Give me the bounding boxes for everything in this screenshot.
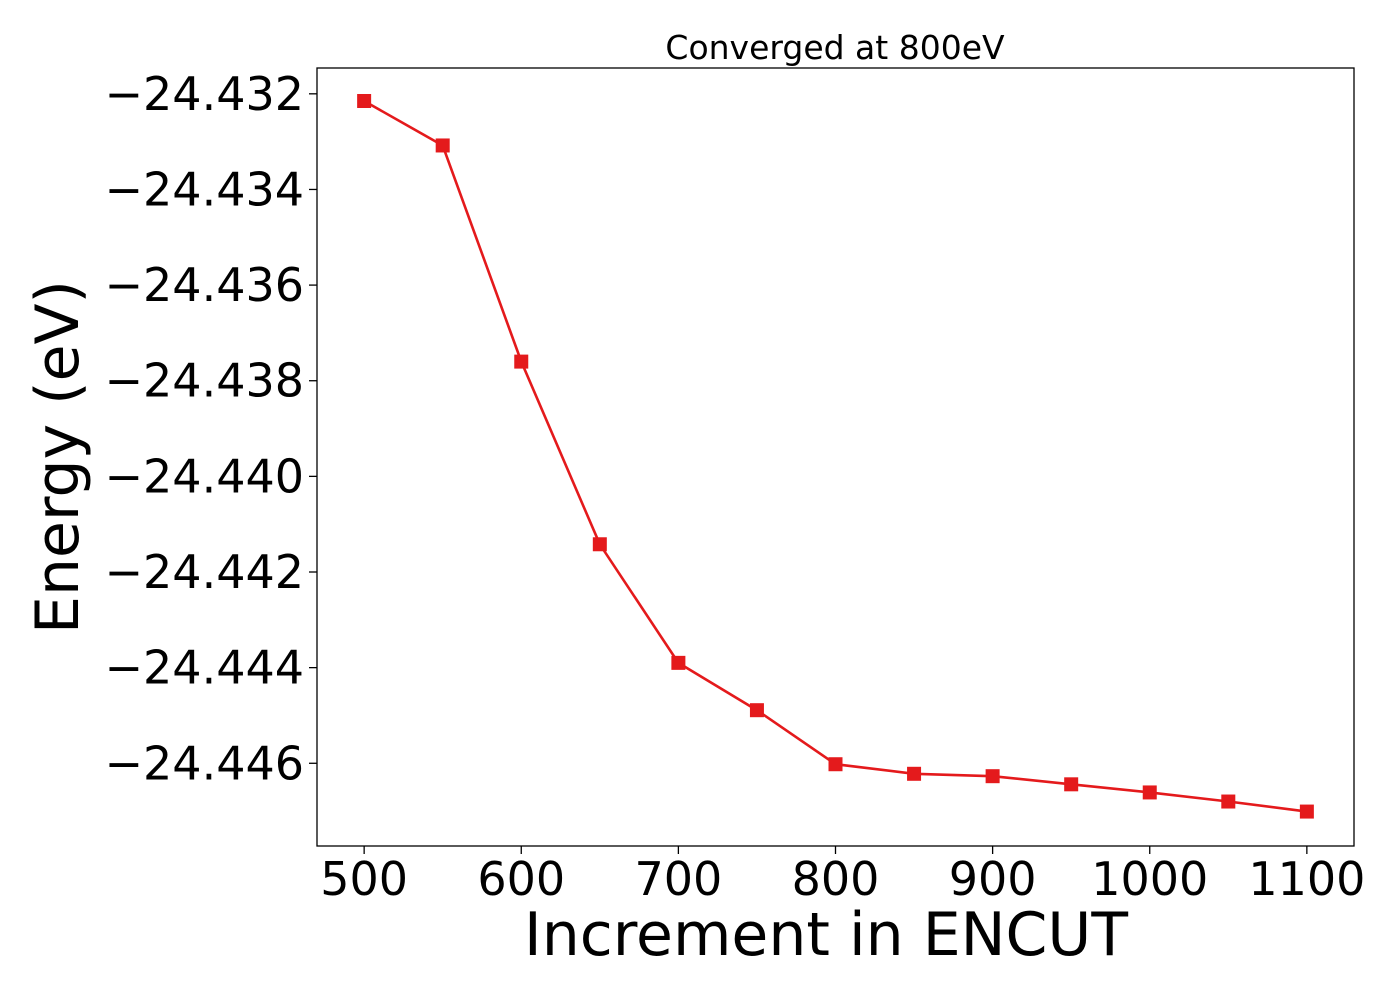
x-tick-label: 800: [792, 852, 880, 906]
y-tick-label: −24.444: [105, 641, 305, 695]
y-tick-label: −24.438: [105, 354, 305, 408]
y-tick-label: −24.436: [105, 258, 305, 312]
x-axis-label: Increment in ENCUT: [524, 900, 1128, 970]
data-point: [592, 537, 607, 552]
data-point: [514, 354, 529, 369]
data-point: [1299, 804, 1314, 819]
data-point: [1142, 785, 1157, 800]
data-point: [435, 138, 450, 153]
x-tick-label: 1000: [1091, 852, 1208, 906]
x-tick-label: 600: [477, 852, 565, 906]
y-tick-label: −24.446: [105, 736, 305, 790]
data-point: [357, 93, 372, 108]
data-point: [985, 769, 1000, 784]
series-line: [363, 99, 1308, 813]
data-point: [1221, 794, 1236, 809]
plot-frame: [316, 67, 1355, 847]
data-point: [749, 703, 764, 718]
x-tick-label: 700: [634, 852, 722, 906]
y-tick-label: −24.432: [105, 67, 305, 121]
data-point: [671, 655, 686, 670]
x-tick-label: 900: [949, 852, 1037, 906]
data-point: [907, 766, 922, 781]
y-tick-label: −24.434: [105, 162, 305, 216]
y-axis-label: Energy (eV): [23, 280, 93, 634]
y-tick-label: −24.442: [105, 545, 305, 599]
chart-title: Converged at 800eV: [665, 28, 1005, 67]
x-tick-label: 500: [320, 852, 408, 906]
y-tick-label: −24.440: [105, 449, 305, 503]
x-tick-label: 1100: [1248, 852, 1365, 906]
data-point: [1064, 777, 1079, 792]
data-point: [828, 757, 843, 772]
